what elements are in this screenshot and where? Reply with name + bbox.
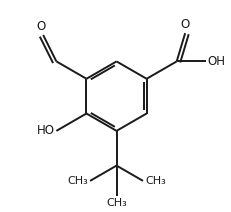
Text: CH₃: CH₃ [67,176,88,186]
Text: CH₃: CH₃ [106,198,126,208]
Text: OH: OH [207,55,225,68]
Text: O: O [36,20,46,33]
Text: HO: HO [37,124,55,137]
Text: CH₃: CH₃ [144,176,165,186]
Text: O: O [180,18,189,31]
